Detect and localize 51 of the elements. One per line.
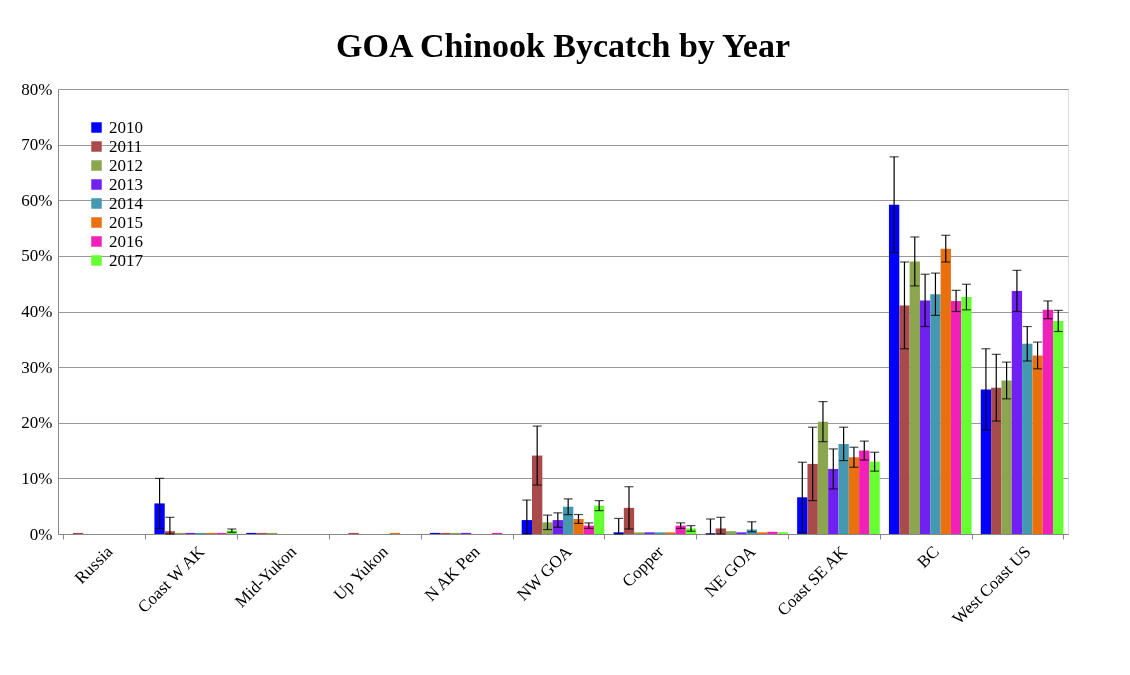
bar (961, 297, 972, 534)
legend-label: 2015 (109, 212, 143, 232)
bar (930, 294, 941, 534)
legend-label: 2014 (109, 193, 144, 213)
bar (817, 421, 829, 534)
bar (1001, 380, 1012, 534)
bar (1042, 309, 1054, 534)
x-tick-label: NE GOA (700, 541, 760, 601)
y-tick-label: 30% (21, 357, 53, 377)
y-tick-label: 60% (21, 190, 53, 210)
legend-label: 2013 (109, 174, 143, 194)
bar (1053, 320, 1064, 534)
x-tick-label: NW GOA (513, 541, 577, 605)
bar (563, 506, 574, 534)
legend-label: 2011 (109, 136, 143, 156)
y-tick-label: 70% (21, 135, 53, 155)
bar (848, 457, 860, 534)
y-tick-label: 20% (21, 413, 53, 433)
bar (899, 305, 910, 534)
chart-title: GOA Chinook Bycatch by Year (335, 27, 791, 64)
bar (909, 261, 920, 534)
legend-label: 2017 (109, 250, 144, 270)
y-tick-label: 80% (21, 79, 53, 99)
bar (532, 455, 543, 534)
bar (1032, 355, 1043, 534)
bar (869, 461, 880, 534)
legend-label: 2010 (109, 117, 143, 137)
legend-label: 2016 (109, 231, 143, 251)
bar (593, 505, 605, 534)
bar (807, 463, 818, 534)
y-tick-label: 0% (29, 524, 53, 544)
bar (919, 300, 931, 534)
bar (1011, 290, 1023, 534)
bar (980, 389, 992, 534)
bar (888, 204, 900, 534)
bar (991, 387, 1002, 534)
bar (838, 443, 849, 534)
bar (154, 503, 165, 534)
y-tick-label: 10% (21, 468, 53, 488)
bar (767, 531, 778, 534)
bar (950, 300, 962, 534)
bar (859, 450, 870, 534)
y-tick-label: 50% (21, 246, 53, 266)
bar (1022, 343, 1033, 534)
bar (725, 531, 737, 534)
x-tick-label: N AK Pen (420, 541, 485, 605)
y-tick-label: 40% (21, 302, 53, 321)
x-tick-label: BC (913, 542, 943, 572)
legend-label: 2012 (109, 155, 143, 175)
bar (828, 468, 839, 534)
bar (940, 248, 951, 534)
